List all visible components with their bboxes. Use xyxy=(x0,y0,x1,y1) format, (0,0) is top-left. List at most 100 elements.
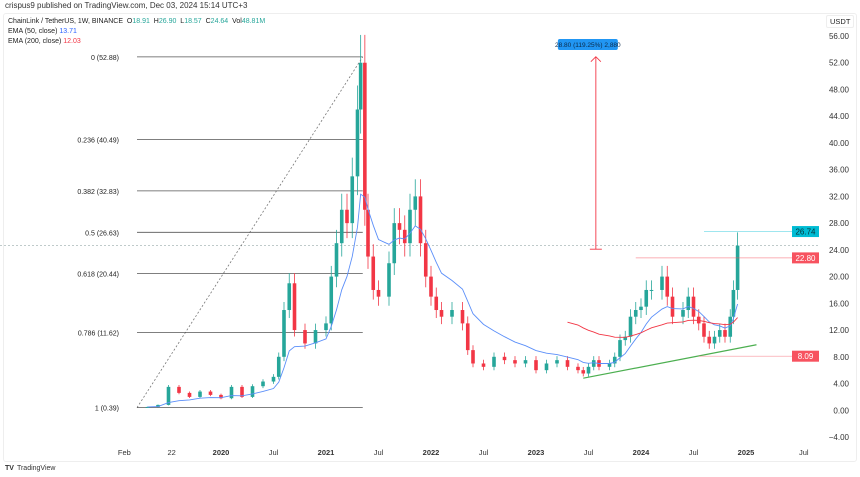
candle-body xyxy=(581,370,586,374)
candle-body xyxy=(271,376,276,382)
x-tick-label: Jul xyxy=(689,448,699,457)
candle-body xyxy=(261,381,265,387)
candle-body xyxy=(723,330,727,337)
open-value: 18.91 xyxy=(132,18,150,25)
candle-body xyxy=(423,243,428,277)
candle-body xyxy=(313,330,318,344)
brand-text: TradingView xyxy=(16,465,56,472)
tradingview-logo-icon: TV xyxy=(5,465,14,472)
candle-body xyxy=(397,223,402,230)
candle-body xyxy=(156,404,160,407)
ema50-value: 13.71 xyxy=(59,28,77,35)
candle-body xyxy=(198,391,202,397)
x-tick-label: Jul xyxy=(269,448,279,457)
chart-legend: ChainLink / TetherUS, 1W, BINANCE O18.91… xyxy=(8,17,265,47)
price-label: 8.09 xyxy=(798,352,814,361)
measure-label: 28.80 (119.25%) 2,880 xyxy=(555,42,621,49)
candle-body xyxy=(649,289,654,291)
y-tick-label: 52.00 xyxy=(829,59,850,68)
y-tick-label: 48.00 xyxy=(829,85,850,94)
ema200-value: 12.03 xyxy=(63,38,81,45)
chart-frame xyxy=(3,13,857,462)
close-label: C xyxy=(205,18,211,25)
candle-body xyxy=(523,360,528,364)
candle-body xyxy=(492,356,496,367)
candle-body xyxy=(392,223,397,264)
candle-body xyxy=(465,323,470,351)
candle-body xyxy=(439,310,444,317)
candle-body xyxy=(355,109,360,177)
candle-body xyxy=(292,283,297,331)
candle-body xyxy=(177,386,181,393)
candle-body xyxy=(644,289,649,307)
candle-body xyxy=(612,356,617,364)
candle-body xyxy=(208,391,213,395)
candle-body xyxy=(735,245,740,290)
x-tick-label: 2021 xyxy=(318,448,335,457)
y-tick-label: 20.00 xyxy=(829,273,850,282)
y-tick-label: 32.00 xyxy=(829,192,850,201)
x-tick-label: Jul xyxy=(374,448,384,457)
x-tick-label: 2024 xyxy=(633,448,651,457)
symbol: ChainLink / TetherUS, 1W, BINANCE xyxy=(8,18,124,25)
volume-label: Vol xyxy=(232,18,242,25)
candle-body xyxy=(731,289,736,317)
y-tick-label: 8.00 xyxy=(833,353,849,362)
candle-body xyxy=(670,296,675,317)
ema50-label: EMA (50, close) xyxy=(8,28,58,35)
candle-body xyxy=(408,209,412,244)
candle-body xyxy=(240,386,244,397)
y-tick-label: 0.00 xyxy=(833,406,849,415)
x-tick-label: Jul xyxy=(799,448,809,457)
ema200-label: EMA (200, close) xyxy=(8,38,62,45)
price-label-box xyxy=(792,226,819,238)
candle-body xyxy=(502,356,507,361)
candle-body xyxy=(717,330,722,337)
tradingview-logo[interactable]: TV TradingView xyxy=(5,465,55,472)
candle-body xyxy=(534,360,538,371)
y-tick-label: 4.00 xyxy=(833,380,849,389)
candle-body xyxy=(350,176,355,224)
fib-level-label: 0.236 (40.49) xyxy=(77,138,119,145)
fib-level-label: 0.5 (26.63) xyxy=(85,230,119,237)
x-tick-label: Feb xyxy=(118,448,131,457)
candle-body xyxy=(145,406,150,408)
candle-body xyxy=(166,386,171,405)
fib-level-label: 0.618 (20.44) xyxy=(77,272,119,279)
candle-body xyxy=(565,360,570,367)
candle-body xyxy=(544,363,549,371)
price-label-box xyxy=(792,350,819,362)
candle-body xyxy=(681,310,685,317)
candle-body xyxy=(434,296,439,311)
low-value: 18.57 xyxy=(184,18,202,25)
publisher-line: crispus9 published on TradingView.com, D… xyxy=(5,1,248,10)
candle-body xyxy=(707,336,712,344)
x-tick-label: 22 xyxy=(167,448,175,457)
low-label: L xyxy=(180,18,185,25)
candle-body xyxy=(345,209,349,224)
candle-body xyxy=(618,340,622,357)
candle-body xyxy=(660,276,664,290)
y-tick-label: 28.00 xyxy=(829,219,850,228)
volume-value: 48.81M xyxy=(241,18,266,25)
candle-body xyxy=(376,289,381,297)
ema200-legend[interactable]: EMA (200, close) 12.03 xyxy=(8,37,265,47)
y-tick-label: 12.00 xyxy=(829,326,850,335)
ema200-line xyxy=(567,317,738,338)
fib-level-label: 1 (0.39) xyxy=(95,406,119,413)
ema50-line xyxy=(147,193,739,408)
candle-body xyxy=(329,276,334,324)
candle-body xyxy=(576,366,580,371)
candle-body xyxy=(366,209,370,257)
currency-button[interactable]: USDT xyxy=(826,15,855,28)
price-label-box xyxy=(792,252,819,264)
candle-body xyxy=(250,386,255,397)
candle-body xyxy=(303,330,307,344)
measure-arrow-icon xyxy=(590,56,602,63)
candle-body xyxy=(639,306,643,311)
y-tick-label: 36.00 xyxy=(829,166,850,175)
ema50-legend[interactable]: EMA (50, close) 13.71 xyxy=(8,27,265,37)
y-tick-label: 24.00 xyxy=(829,246,850,255)
candle-body xyxy=(460,310,465,324)
